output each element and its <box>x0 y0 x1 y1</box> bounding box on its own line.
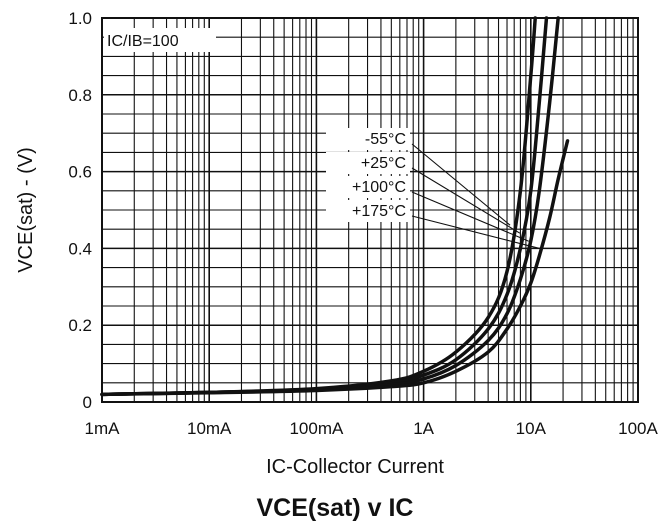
x-tick-label: 10mA <box>187 419 232 438</box>
leader-line <box>411 191 529 242</box>
x-tick-labels: 1mA 10mA 100mA 1A 10A 100A <box>85 419 659 438</box>
y-tick-label: 0.4 <box>68 239 92 258</box>
y-tick-label: 0 <box>83 393 92 412</box>
grid <box>101 18 638 402</box>
leader-line <box>411 215 543 250</box>
legend-annotations: -55°C +25°C +100°C +175°C <box>326 128 543 250</box>
y-tick-label: 1.0 <box>68 9 92 28</box>
legend-label: +25°C <box>361 155 406 172</box>
x-tick-label: 100A <box>618 419 658 438</box>
condition-box: IC/IB=100 <box>104 28 216 52</box>
legend-label-bg <box>326 176 410 198</box>
legend-label: -55°C <box>365 131 406 148</box>
x-tick-label: 10A <box>516 419 547 438</box>
leader-line <box>411 143 511 226</box>
x-tick-label: 1mA <box>85 419 121 438</box>
leader-line <box>411 167 521 234</box>
x-tick-label: 100mA <box>289 419 344 438</box>
series-line-3 <box>100 139 570 397</box>
y-axis-label: VCE(sat) - (V) <box>15 147 37 273</box>
series-lines <box>100 16 570 397</box>
y-tick-label: 0.2 <box>68 316 92 335</box>
series-line-1 <box>100 16 549 397</box>
y-tick-label: 0.8 <box>68 86 92 105</box>
legend-label: +100°C <box>352 179 406 196</box>
chart-title: VCE(sat) v IC <box>257 494 414 522</box>
x-axis-label: IC-Collector Current <box>266 456 444 478</box>
legend-label-bg <box>326 128 410 150</box>
legend-label-bg <box>326 200 410 222</box>
legend-label-bg <box>326 152 410 174</box>
legend-label: +175°C <box>352 203 406 220</box>
x-tick-label: 1A <box>413 419 434 438</box>
y-tick-label: 0.6 <box>68 163 92 182</box>
y-tick-labels: 0 0.2 0.4 0.6 0.8 1.0 <box>68 9 92 412</box>
plot-frame <box>101 17 639 403</box>
condition-label: IC/IB=100 <box>107 33 179 50</box>
